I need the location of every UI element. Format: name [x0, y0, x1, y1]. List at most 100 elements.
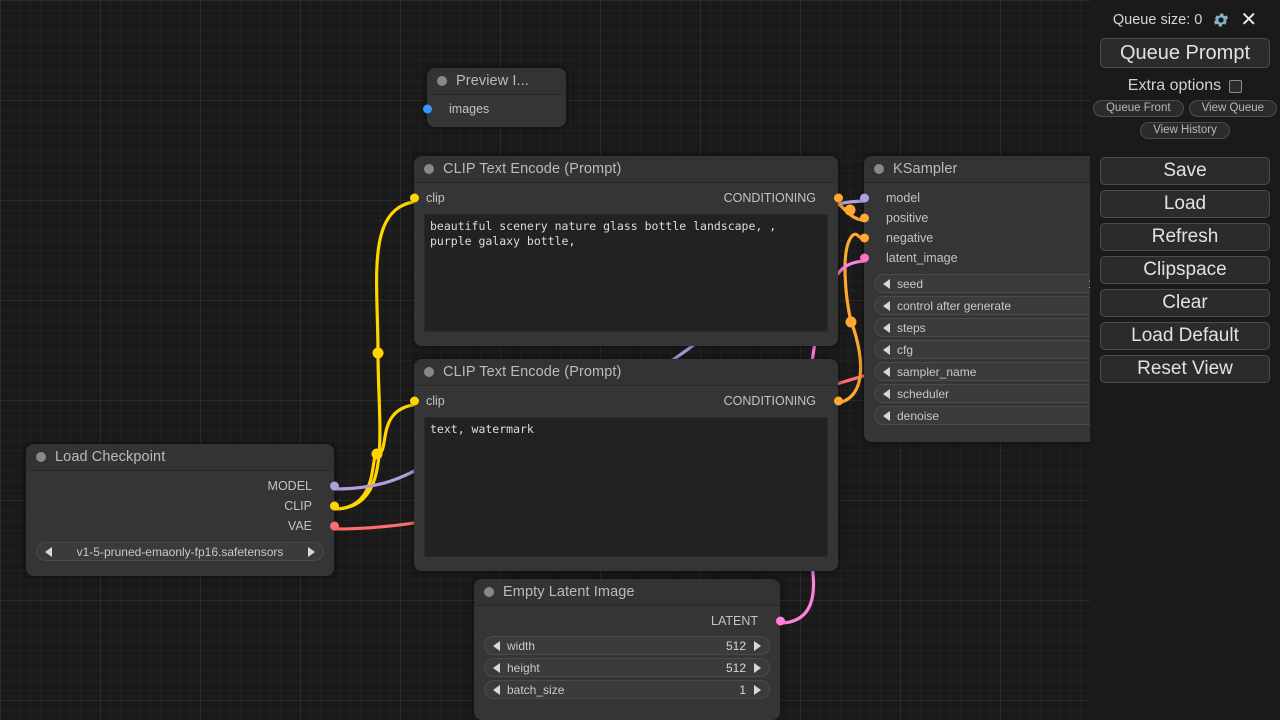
gear-icon[interactable] [1212, 11, 1230, 29]
slot-dot-images-icon[interactable] [422, 104, 432, 114]
link-clip-negative [333, 402, 425, 511]
extra-options-checkbox[interactable] [1229, 79, 1243, 93]
slot-dot-negative-icon[interactable] [859, 233, 869, 243]
collapse-dot-icon[interactable] [484, 587, 494, 597]
node-title-text: Preview I... [456, 73, 529, 89]
link-clip-positive [333, 199, 425, 511]
increment-arrow-icon[interactable] [754, 662, 761, 673]
decrement-arrow-icon[interactable] [493, 662, 500, 673]
node-clip-text-encode-positive[interactable]: CLIP Text Encode (Prompt) clip CONDITION… [409, 156, 843, 346]
queue-prompt-button[interactable]: Queue Prompt [1100, 38, 1270, 68]
slot-dot-conditioning-icon[interactable] [833, 193, 843, 203]
decrement-arrow-icon[interactable] [883, 388, 890, 399]
slot-dot-conditioning-icon[interactable] [833, 396, 843, 406]
decrement-arrow-icon[interactable] [883, 410, 890, 421]
load-button[interactable]: Load [1100, 190, 1270, 218]
node-clip-text-encode-negative[interactable]: CLIP Text Encode (Prompt) clip CONDITION… [409, 359, 843, 571]
prompt-textarea[interactable]: beautiful scenery nature glass bottle la… [424, 214, 828, 332]
node-title-bar[interactable]: Load Checkpoint [26, 444, 334, 471]
slot-dot-latent-image-icon[interactable] [859, 253, 869, 263]
slot-label-vae: VAE [287, 519, 312, 533]
widget-label: sampler_name [897, 364, 977, 379]
slot-dot-model-icon[interactable] [859, 193, 869, 203]
extra-options-label: Extra options [1127, 77, 1222, 94]
decrement-arrow-icon[interactable] [883, 278, 890, 289]
slot-dot-clip-icon[interactable] [409, 396, 419, 406]
link-dot-cond-negative [845, 316, 857, 328]
widget-width[interactable]: width 512 [484, 636, 770, 655]
clipspace-button[interactable]: Clipspace [1100, 256, 1270, 284]
slot-label-clip: clip [426, 191, 445, 205]
slot-clip-out[interactable]: CLIP [26, 496, 339, 516]
collapse-dot-icon[interactable] [424, 367, 434, 377]
widget-label: cfg [897, 342, 914, 357]
slot-dot-positive-icon[interactable] [859, 213, 869, 223]
view-history-button[interactable]: View History [1140, 122, 1230, 139]
decrement-arrow-icon[interactable] [883, 344, 890, 355]
menu-main-buttons: Save Load Refresh Clipspace Clear Load D… [1090, 157, 1280, 383]
slot-dot-model-icon[interactable] [329, 481, 339, 491]
node-empty-latent-image[interactable]: Empty Latent Image LATENT width 512 heig… [474, 579, 785, 720]
slot-dot-latent-icon[interactable] [775, 616, 785, 626]
node-title-bar[interactable]: CLIP Text Encode (Prompt) [414, 359, 838, 386]
increment-arrow-icon[interactable] [754, 640, 761, 651]
decrement-arrow-icon[interactable] [493, 684, 500, 695]
clear-button[interactable]: Clear [1100, 289, 1270, 317]
node-title-bar[interactable]: Preview I... [427, 68, 566, 95]
slot-dot-vae-icon[interactable] [329, 521, 339, 531]
decrement-arrow-icon[interactable] [493, 640, 500, 651]
widget-value: 512 [725, 660, 746, 675]
increment-arrow-icon[interactable] [754, 684, 761, 695]
slot-label-conditioning: CONDITIONING [723, 394, 816, 408]
slot-vae-out[interactable]: VAE [26, 516, 339, 536]
refresh-button[interactable]: Refresh [1100, 223, 1270, 251]
node-body: MODEL CLIP VAE v1-5-pruned-emaonly-fp16.… [26, 476, 339, 576]
slot-positive[interactable]: positive [859, 208, 1174, 228]
collapse-dot-icon[interactable] [437, 76, 447, 86]
node-title-bar[interactable]: Empty Latent Image [474, 579, 780, 606]
slot-label-negative: negative [886, 231, 934, 245]
collapse-dot-icon[interactable] [424, 164, 434, 174]
close-icon[interactable]: ✕ [1240, 9, 1258, 31]
save-button[interactable]: Save [1100, 157, 1270, 185]
node-load-checkpoint[interactable]: Load Checkpoint MODEL CLIP VAE v1-5-prun… [26, 444, 339, 576]
node-body: clip CONDITIONING text, watermark [409, 391, 843, 571]
queue-front-button[interactable]: Queue Front [1092, 100, 1184, 117]
decrement-arrow-icon[interactable] [883, 300, 890, 311]
next-arrow-icon[interactable] [308, 546, 315, 557]
reset-view-button[interactable]: Reset View [1100, 355, 1270, 383]
menu-header: Queue size: 0 ✕ [1090, 8, 1280, 32]
slot-images[interactable]: images [422, 99, 566, 119]
slot-label-latent-image: latent_image [886, 251, 958, 265]
widget-value: 1 [739, 682, 746, 697]
widget-batch-size[interactable]: batch_size 1 [484, 680, 770, 699]
decrement-arrow-icon[interactable] [883, 322, 890, 333]
slot-model[interactable]: model [859, 188, 1174, 208]
view-queue-button[interactable]: View Queue [1188, 100, 1278, 117]
node-title-bar[interactable]: CLIP Text Encode (Prompt) [414, 156, 838, 183]
slot-row-clip: clip CONDITIONING [409, 391, 843, 411]
slot-label-images: images [449, 102, 490, 116]
decrement-arrow-icon[interactable] [883, 366, 890, 377]
slot-label-conditioning: CONDITIONING [723, 191, 816, 205]
prompt-textarea[interactable]: text, watermark [424, 417, 828, 557]
history-button-row: View History [1090, 122, 1280, 139]
node-preview-image[interactable]: Preview I... images [422, 68, 566, 127]
widget-height[interactable]: height 512 [484, 658, 770, 677]
collapse-dot-icon[interactable] [874, 164, 884, 174]
slot-latent-image[interactable]: latent_image [859, 248, 1174, 268]
load-default-button[interactable]: Load Default [1100, 322, 1270, 350]
slot-model-out[interactable]: MODEL [26, 476, 339, 496]
slot-row-clip: clip CONDITIONING [409, 188, 843, 208]
widget-ckpt-name[interactable]: v1-5-pruned-emaonly-fp16.safetensors [36, 542, 324, 561]
collapse-dot-icon[interactable] [36, 452, 46, 462]
node-title-text: Empty Latent Image [503, 584, 635, 600]
slot-negative[interactable]: negative [859, 228, 1174, 248]
previous-arrow-icon[interactable] [45, 546, 52, 557]
slot-dot-clip-icon[interactable] [409, 193, 419, 203]
slot-dot-clip-icon[interactable] [329, 501, 339, 511]
slot-latent-out[interactable]: LATENT [474, 611, 785, 631]
widget-value: 512 [725, 638, 746, 653]
widget-label: denoise [897, 408, 940, 423]
